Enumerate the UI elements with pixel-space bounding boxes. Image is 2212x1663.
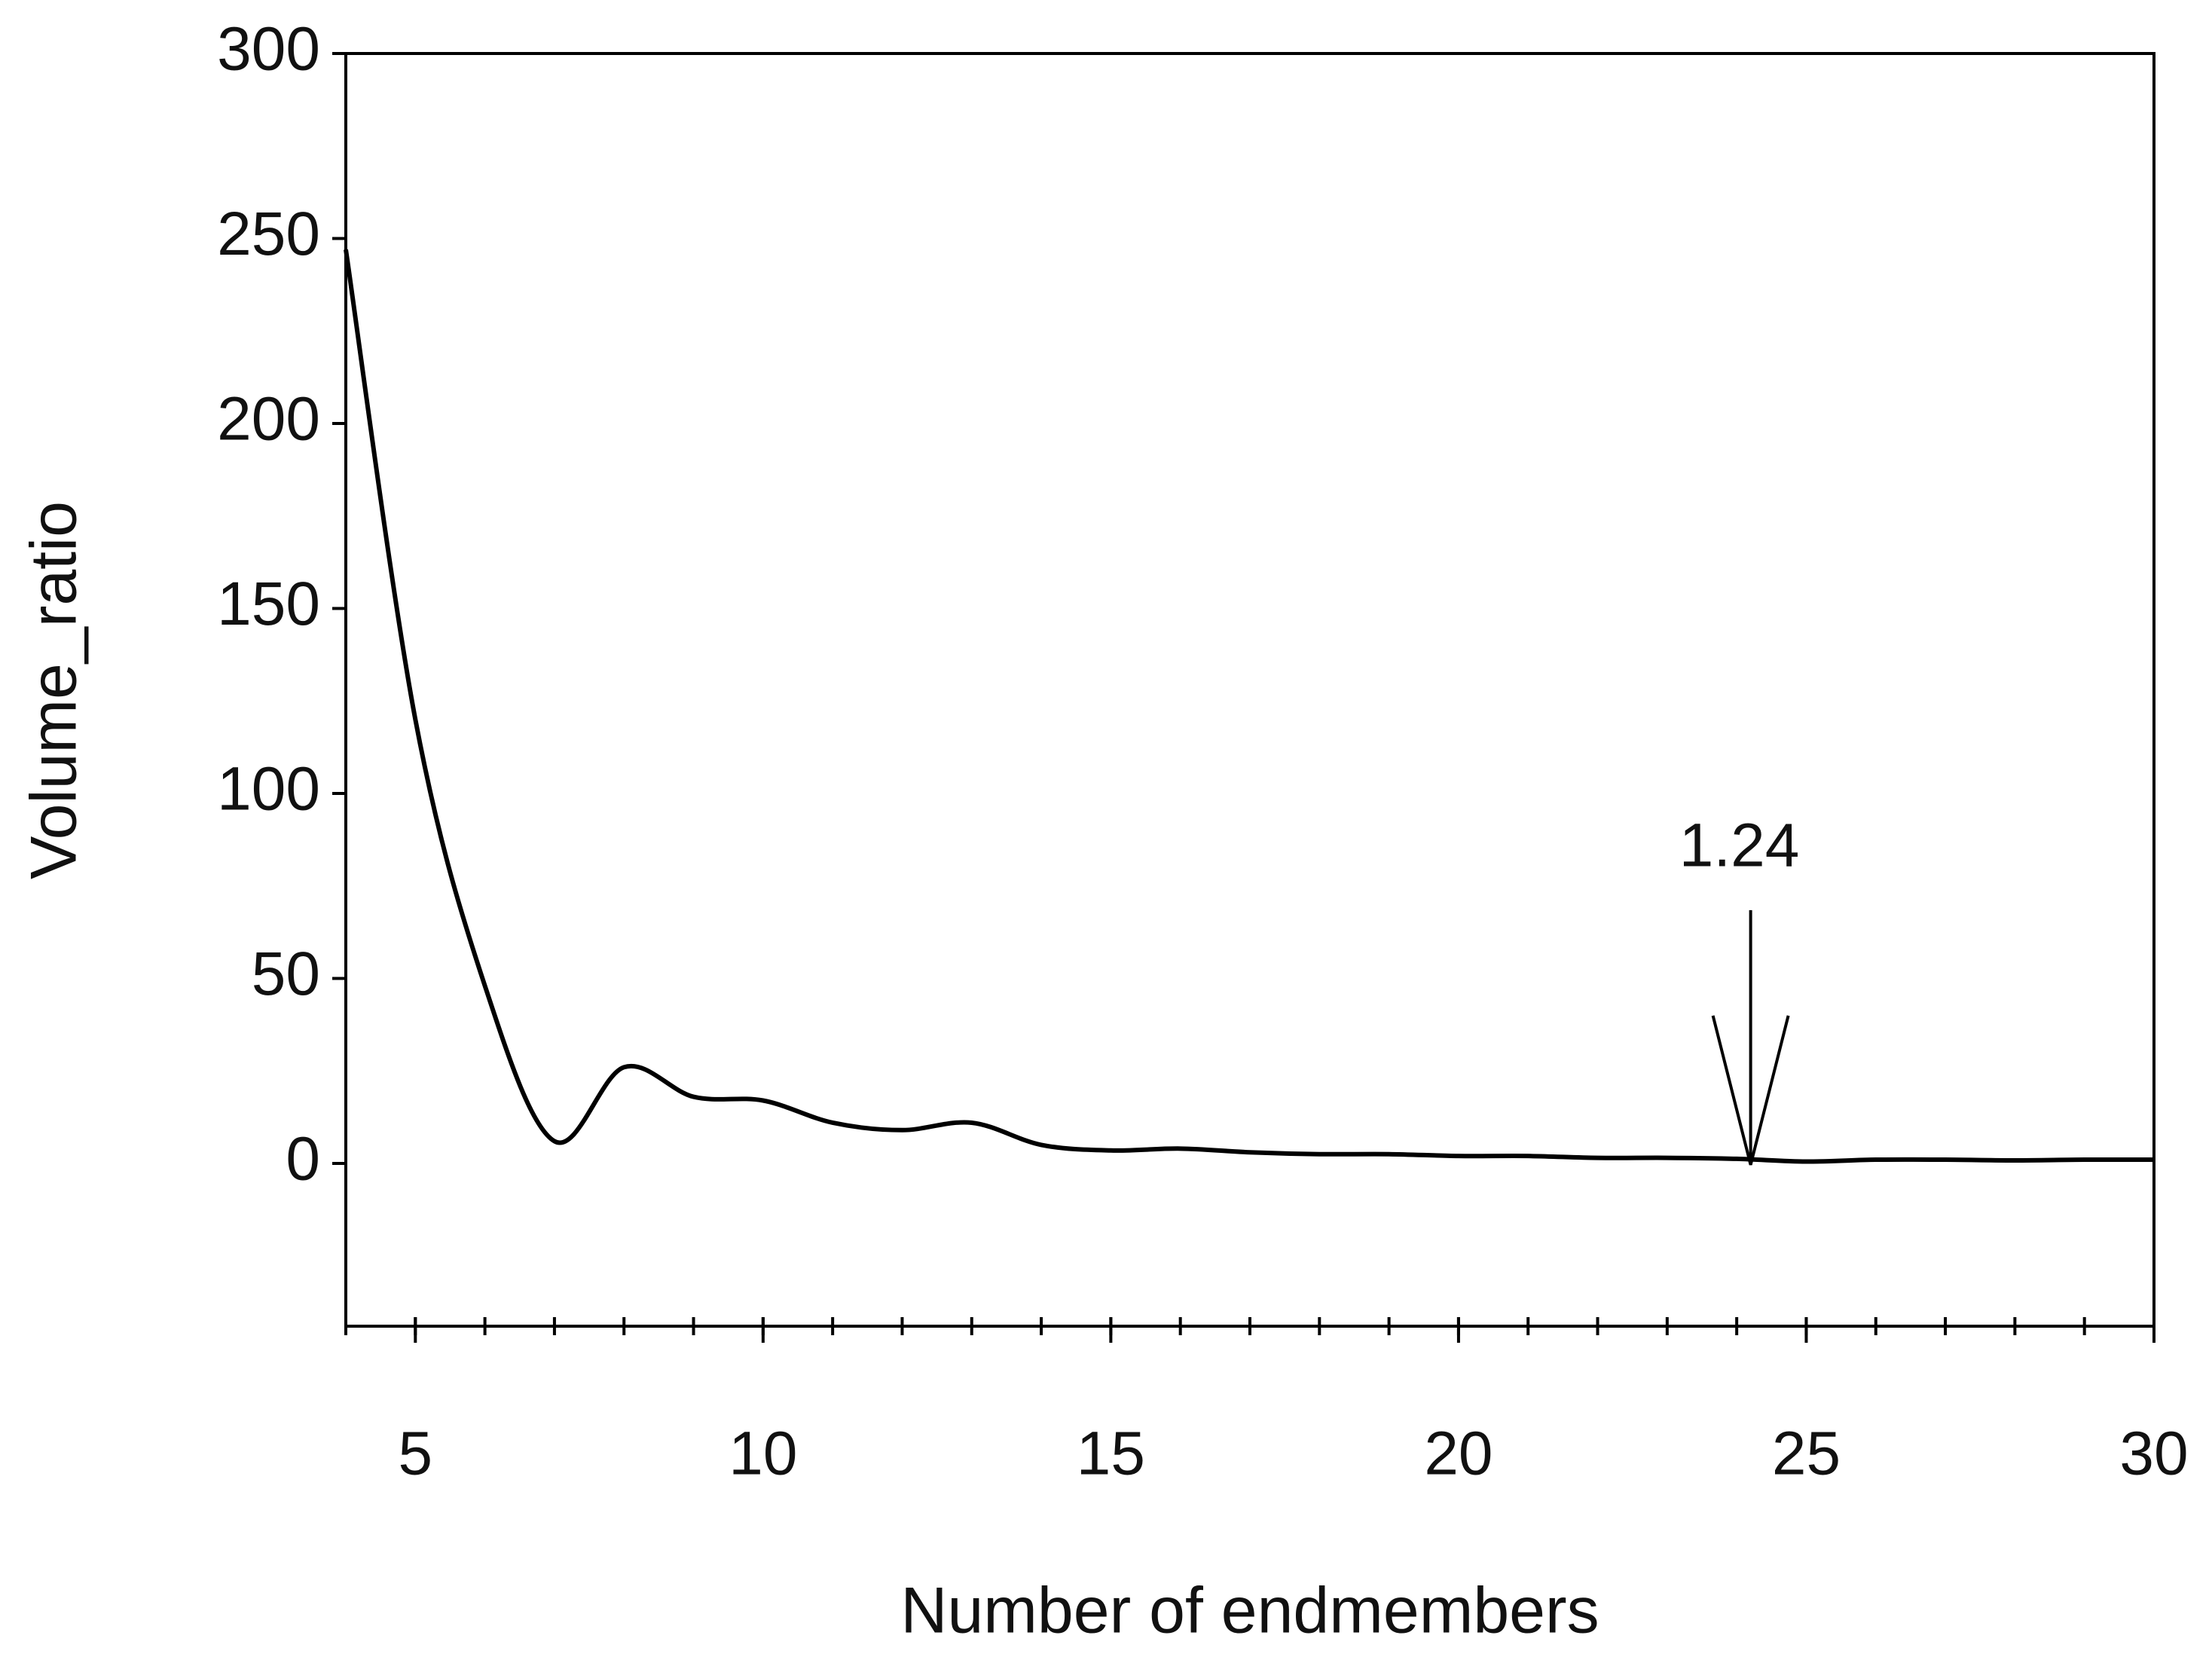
annotation-arrowhead — [1711, 1015, 1790, 1166]
x-tick-label: 30 — [2119, 1420, 2188, 1488]
x-tick-label: 15 — [1077, 1420, 1145, 1488]
y-tick-label: 50 — [252, 940, 320, 1008]
data-line — [344, 249, 2155, 1164]
x-tick-label: 25 — [1772, 1420, 1841, 1488]
x-tick-label: 5 — [399, 1420, 433, 1488]
y-tick-label: 200 — [217, 385, 320, 454]
x-tick-label: 10 — [729, 1420, 797, 1488]
y-tick-label: 250 — [217, 200, 320, 268]
y-tick-label: 100 — [217, 755, 320, 824]
y-tick-label: 0 — [286, 1125, 320, 1194]
y-axis-title: Volume_ratio — [18, 501, 90, 879]
y-tick-label: 300 — [217, 15, 320, 84]
annotation-label: 1.24 — [1679, 812, 1800, 880]
x-tick-label: 20 — [1424, 1420, 1492, 1488]
y-tick-label: 150 — [217, 570, 320, 638]
x-axis-title: Number of endmembers — [900, 1575, 1599, 1647]
plot-frame — [344, 52, 2155, 1328]
